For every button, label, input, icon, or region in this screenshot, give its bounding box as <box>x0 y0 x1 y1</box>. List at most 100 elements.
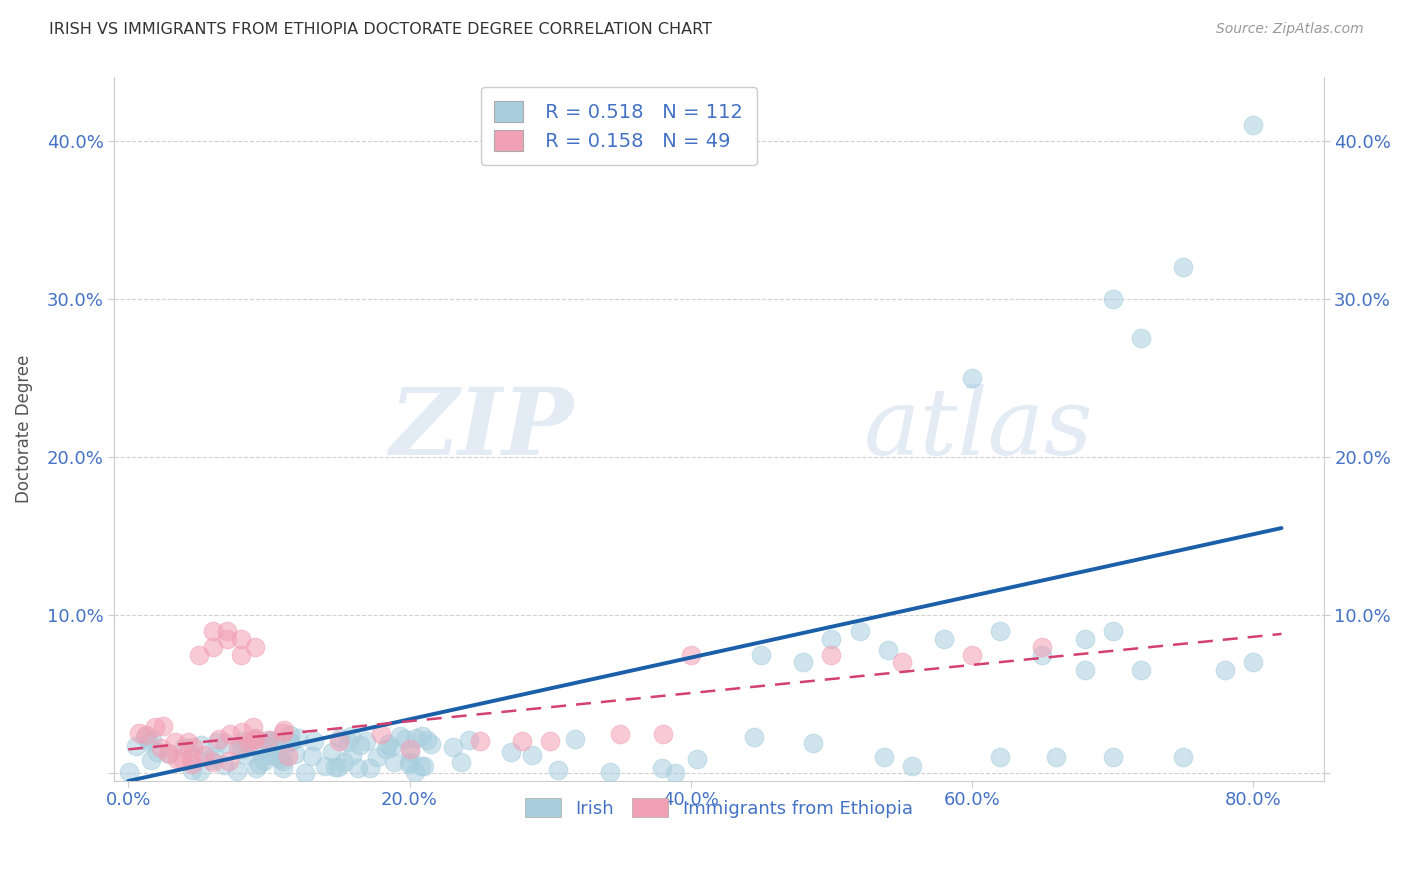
Point <box>323 760 346 774</box>
Point <box>271 754 294 768</box>
Point <box>188 764 211 779</box>
Point <box>202 749 225 764</box>
Point <box>253 754 276 768</box>
Point <box>201 755 224 769</box>
Point <box>1031 648 1053 662</box>
Point <box>340 729 363 743</box>
Point <box>820 648 842 662</box>
Point <box>263 734 285 748</box>
Point <box>336 734 359 748</box>
Point <box>510 734 533 748</box>
Point <box>450 756 472 770</box>
Point <box>301 748 323 763</box>
Point <box>259 733 281 747</box>
Point <box>170 752 193 766</box>
Point <box>219 727 242 741</box>
Point <box>349 738 371 752</box>
Point <box>321 745 343 759</box>
Point <box>332 756 354 770</box>
Point <box>242 720 264 734</box>
Point <box>686 752 709 766</box>
Point <box>1045 750 1067 764</box>
Point <box>564 731 586 746</box>
Point <box>398 755 420 769</box>
Point <box>848 624 870 638</box>
Point <box>380 739 402 754</box>
Point <box>416 732 439 747</box>
Point <box>232 734 254 748</box>
Point <box>152 719 174 733</box>
Point <box>1031 640 1053 654</box>
Point <box>651 761 673 775</box>
Point <box>238 735 260 749</box>
Point <box>458 733 481 747</box>
Point <box>201 624 224 638</box>
Point <box>166 752 188 766</box>
Text: IRISH VS IMMIGRANTS FROM ETHIOPIA DOCTORATE DEGREE CORRELATION CHART: IRISH VS IMMIGRANTS FROM ETHIOPIA DOCTOR… <box>49 22 713 37</box>
Y-axis label: Doctorate Degree: Doctorate Degree <box>15 355 32 503</box>
Point <box>1241 656 1264 670</box>
Text: Source: ZipAtlas.com: Source: ZipAtlas.com <box>1216 22 1364 37</box>
Point <box>278 735 301 749</box>
Point <box>328 759 350 773</box>
Point <box>411 729 433 743</box>
Point <box>538 734 561 748</box>
Point <box>246 732 269 747</box>
Point <box>125 739 148 754</box>
Legend: Irish, Immigrants from Ethiopia: Irish, Immigrants from Ethiopia <box>517 791 920 825</box>
Point <box>354 733 377 747</box>
Point <box>159 747 181 762</box>
Point <box>520 747 543 762</box>
Point <box>609 726 631 740</box>
Point <box>215 624 238 638</box>
Point <box>468 734 491 748</box>
Point <box>1171 260 1194 275</box>
Point <box>749 648 772 662</box>
Point <box>1241 118 1264 132</box>
Point <box>314 759 336 773</box>
Point <box>1129 331 1152 345</box>
Point <box>1171 750 1194 764</box>
Point <box>229 648 252 662</box>
Point <box>200 753 222 767</box>
Point <box>249 743 271 757</box>
Point <box>231 742 253 756</box>
Point <box>280 727 302 741</box>
Point <box>128 726 150 740</box>
Point <box>499 746 522 760</box>
Point <box>146 745 169 759</box>
Point <box>277 748 299 763</box>
Point <box>960 648 983 662</box>
Point <box>651 726 673 740</box>
Point <box>359 761 381 775</box>
Point <box>243 731 266 745</box>
Point <box>232 742 254 756</box>
Point <box>257 733 280 747</box>
Point <box>328 734 350 748</box>
Point <box>245 761 267 775</box>
Point <box>257 735 280 749</box>
Point <box>988 624 1011 638</box>
Point <box>340 747 363 762</box>
Point <box>405 731 427 745</box>
Point <box>235 748 257 763</box>
Point <box>201 640 224 654</box>
Point <box>1073 632 1095 646</box>
Point <box>183 747 205 762</box>
Point <box>441 739 464 754</box>
Text: atlas: atlas <box>865 384 1094 475</box>
Point <box>801 736 824 750</box>
Point <box>1101 624 1123 638</box>
Point <box>212 758 235 772</box>
Point <box>273 723 295 737</box>
Point <box>262 740 284 755</box>
Point <box>284 747 307 761</box>
Point <box>901 759 924 773</box>
Point <box>409 759 432 773</box>
Point <box>404 765 426 780</box>
Point <box>135 728 157 742</box>
Point <box>932 632 955 646</box>
Point <box>264 749 287 764</box>
Point <box>988 750 1011 764</box>
Point <box>231 725 253 739</box>
